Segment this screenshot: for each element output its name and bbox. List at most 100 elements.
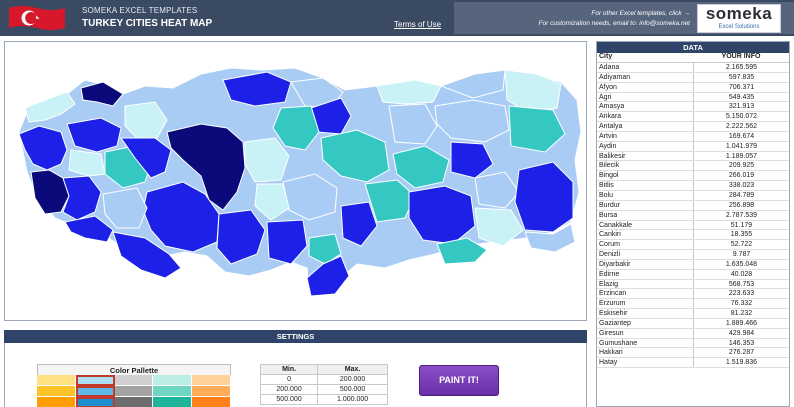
- info-cell[interactable]: 1.519.836: [693, 358, 789, 368]
- city-cell: Giresun: [599, 329, 624, 337]
- range-min-cell[interactable]: 0: [259, 374, 319, 385]
- table-row: Agri 549.435: [597, 92, 789, 103]
- palette-swatch[interactable]: [153, 397, 193, 407]
- info-cell[interactable]: 169.674: [693, 131, 789, 141]
- info-cell[interactable]: 1.889.466: [693, 318, 789, 328]
- city-cell: Cankiri: [599, 231, 621, 239]
- province-rize: [439, 69, 506, 99]
- info-cell[interactable]: 18.355: [693, 230, 789, 240]
- province-mardin: [436, 237, 488, 265]
- info-cell[interactable]: 549.435: [693, 92, 789, 102]
- city-cell: Afyon: [599, 83, 617, 91]
- range-min-cell[interactable]: 200.000: [259, 384, 319, 395]
- palette-swatch[interactable]: [192, 397, 231, 407]
- province-diyarbakir: [408, 185, 476, 245]
- info-cell[interactable]: 2.222.562: [693, 122, 789, 131]
- province-artvin: [504, 69, 562, 113]
- palette-swatch[interactable]: [75, 386, 115, 397]
- palette-swatch[interactable]: [75, 375, 115, 386]
- city-cell: Bolu: [599, 191, 614, 199]
- range-min-header: Min.: [259, 364, 319, 375]
- city-cell: Hatay: [599, 359, 618, 367]
- city-cell: Bursa: [599, 211, 618, 219]
- table-row: Denizli 9.787: [597, 250, 789, 260]
- table-row: Edirne 40.028: [597, 269, 789, 280]
- range-min-cell[interactable]: 500.000: [259, 394, 319, 405]
- province-van: [514, 161, 574, 233]
- table-row: Hatay 1.519.836: [597, 358, 789, 369]
- city-cell: Bilecik: [599, 162, 620, 170]
- info-cell[interactable]: 256.898: [693, 200, 789, 210]
- city-cell: Agri: [599, 93, 612, 101]
- table-row: Balikesir 1.189.057: [597, 151, 789, 162]
- info-cell[interactable]: 1.189.057: [693, 151, 789, 161]
- data-panel: DATA City YOUR INFO Adana 2.165.595 Adiyam…: [596, 41, 790, 407]
- someka-logo[interactable]: someka Excel Solutions: [697, 4, 781, 33]
- city-cell: Denizli: [599, 251, 621, 259]
- palette-swatch[interactable]: [75, 397, 115, 407]
- range-max-cell[interactable]: 1.000.000: [317, 394, 388, 405]
- info-cell[interactable]: 706.371: [693, 82, 789, 92]
- info-cell[interactable]: 52.722: [693, 240, 789, 250]
- palette-title: Color Pallette: [37, 364, 231, 375]
- province-thrace: [24, 91, 76, 123]
- palette-swatch[interactable]: [153, 386, 193, 397]
- palette-swatch[interactable]: [37, 386, 76, 397]
- info-cell[interactable]: 338.023: [693, 181, 789, 190]
- province-malatya: [392, 145, 450, 189]
- info-cell[interactable]: 429.984: [693, 328, 789, 338]
- table-row: Artvin 169.674: [597, 131, 789, 142]
- province-aydin: [62, 175, 102, 221]
- settings-area: Color Pallette Min. Max. 0 200.000 200.0…: [4, 343, 587, 407]
- paint-it-button[interactable]: PAINT IT!: [419, 365, 499, 396]
- map-panel: [4, 41, 587, 321]
- range-max-cell[interactable]: 500.000: [317, 384, 388, 395]
- info-cell[interactable]: 40.028: [693, 269, 789, 279]
- info-cell[interactable]: 9.787: [693, 250, 789, 259]
- palette-swatch[interactable]: [114, 375, 154, 386]
- city-cell: Adana: [599, 64, 620, 71]
- province-kars: [508, 105, 566, 153]
- info-cell[interactable]: 568.753: [693, 279, 789, 289]
- info-cell[interactable]: 284.789: [693, 190, 789, 200]
- info-cell[interactable]: 5.150.072: [693, 112, 789, 122]
- info-cell[interactable]: 266.019: [693, 171, 789, 181]
- palette-swatch[interactable]: [114, 397, 154, 407]
- info-cell[interactable]: 223.633: [693, 289, 789, 299]
- data-rows: Adana 2.165.595 Adiyaman 597.835 Afyon 706.37…: [597, 63, 789, 369]
- info-cell[interactable]: 1.041.979: [693, 141, 789, 151]
- province-ankara: [166, 123, 246, 211]
- province-adana: [306, 255, 350, 297]
- province-kirsehir: [254, 183, 290, 221]
- province-bingol: [450, 141, 494, 179]
- logo-tagline: Excel Solutions: [718, 24, 760, 30]
- promo-templates-link[interactable]: For other Excel templates, click →: [591, 10, 690, 17]
- palette-swatch[interactable]: [37, 397, 76, 407]
- info-cell[interactable]: 1.635.048: [693, 259, 789, 269]
- city-cell: Diyarbakir: [599, 260, 631, 268]
- info-cell[interactable]: 597.835: [693, 72, 789, 82]
- info-cell[interactable]: 2.165.595: [693, 63, 789, 72]
- page-title: TURKEY CITIES HEAT MAP: [82, 18, 213, 29]
- table-row: Diyarbakir 1.635.048: [597, 259, 789, 270]
- table-row: Cankiri 18.355: [597, 230, 789, 241]
- province-west-coast: [18, 125, 68, 171]
- palette-swatch[interactable]: [192, 375, 231, 386]
- info-cell[interactable]: 209.925: [693, 161, 789, 171]
- palette-swatch[interactable]: [114, 386, 154, 397]
- palette-swatch[interactable]: [37, 375, 76, 386]
- info-cell[interactable]: 76.332: [693, 299, 789, 309]
- range-max-cell[interactable]: 200.000: [317, 374, 388, 385]
- table-row: Bursa 2.787.539: [597, 210, 789, 221]
- info-cell[interactable]: 2.787.539: [693, 210, 789, 220]
- terms-of-use-link[interactable]: Terms of Use: [394, 20, 442, 29]
- palette-swatch[interactable]: [192, 386, 231, 397]
- info-cell[interactable]: 321.913: [693, 102, 789, 112]
- info-cell[interactable]: 51.179: [693, 220, 789, 230]
- table-row: Gaziantep 1.889.466: [597, 318, 789, 329]
- palette-swatch[interactable]: [153, 375, 193, 386]
- info-cell[interactable]: 276.287: [693, 348, 789, 358]
- info-cell[interactable]: 146.353: [693, 338, 789, 348]
- city-cell: Eskisehir: [599, 310, 628, 318]
- info-cell[interactable]: 81.232: [693, 309, 789, 318]
